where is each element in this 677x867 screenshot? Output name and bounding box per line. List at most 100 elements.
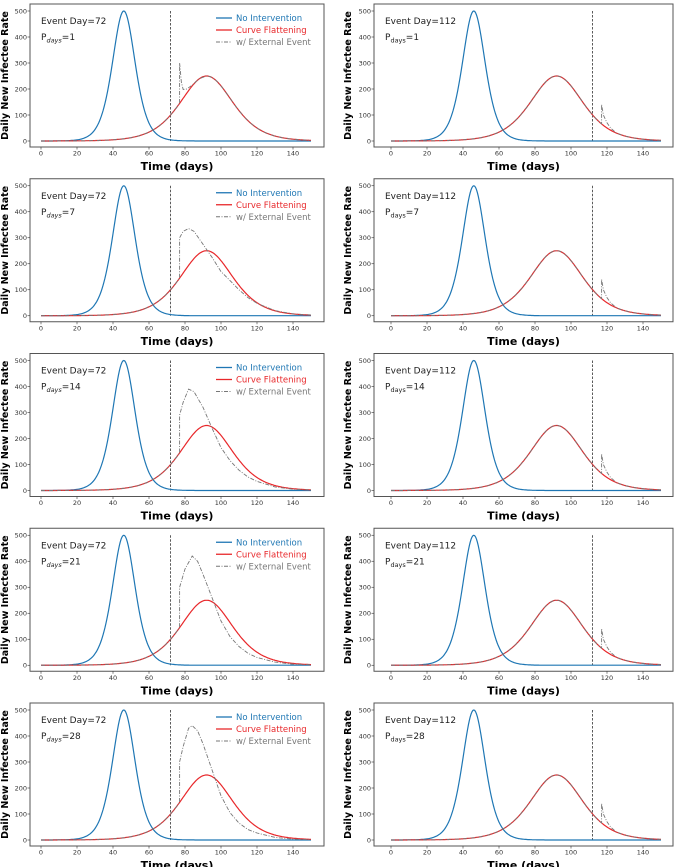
p-value: =14 <box>62 383 81 393</box>
x-tick-label: 60 <box>495 324 503 332</box>
x-tick-label: 140 <box>637 324 649 332</box>
y-tick-label: 0 <box>367 662 371 670</box>
p-days-annotation: Pdays=7 <box>41 208 75 220</box>
x-tick-label: 80 <box>531 849 539 857</box>
x-tick-label: 140 <box>287 674 299 682</box>
y-tick-label: 400 <box>359 208 371 216</box>
external-event-line <box>41 228 312 317</box>
legend-label: w/ External Event <box>236 737 312 747</box>
event-day-annotation: Event Day=112 <box>385 367 456 377</box>
y-tick-label: 100 <box>359 810 371 818</box>
y-tick-label: 300 <box>15 59 27 67</box>
event-day-annotation: Event Day=112 <box>385 192 456 202</box>
y-tick-label: 0 <box>23 662 27 670</box>
y-tick-label: 100 <box>359 636 371 644</box>
y-tick-label: 400 <box>15 208 27 216</box>
p-days-annotation: Pdays=21 <box>385 557 425 569</box>
external-event-line <box>391 250 661 317</box>
x-tick-label: 100 <box>565 674 577 682</box>
p-subscript: days <box>390 211 406 219</box>
y-axis-label: Daily New Infectee Rate <box>343 710 354 839</box>
p-subscript: days <box>390 736 406 744</box>
x-tick-label: 40 <box>459 499 467 507</box>
x-axis-label: Time (days) <box>487 160 560 173</box>
y-axis-label: Daily New Infectee Rate <box>0 186 11 315</box>
x-tick-label: 40 <box>459 324 467 332</box>
x-axis-label: Time (days) <box>487 684 560 697</box>
p-subscript: days <box>390 37 406 45</box>
y-axis-label: Daily New Infectee Rate <box>343 361 354 490</box>
external-event-line <box>41 62 311 142</box>
y-tick-label: 200 <box>15 610 27 618</box>
y-tick-label: 400 <box>359 33 371 41</box>
x-tick-label: 80 <box>181 849 189 857</box>
p-value: =21 <box>406 557 425 567</box>
subplot-2: 0 20 40 60 80 100 120 140 0 100 200 300 400 500 Time (… <box>343 3 674 173</box>
x-tick-label: 80 <box>181 150 189 158</box>
y-tick-label: 300 <box>15 584 27 592</box>
y-tick-label: 200 <box>15 435 27 443</box>
no-intervention-line <box>391 709 661 841</box>
y-axis-label: Daily New Infectee Rate <box>0 710 11 839</box>
legend-label: No Intervention <box>236 364 302 374</box>
x-tick-label: 80 <box>531 674 539 682</box>
x-tick-label: 140 <box>287 150 299 158</box>
x-axis-label: Time (days) <box>487 859 560 867</box>
p-days-annotation: Pdays=7 <box>385 208 419 220</box>
x-tick-label: 40 <box>109 674 117 682</box>
legend: No Intervention Curve Flattening w/ Extern… <box>216 713 312 747</box>
p-symbol: P <box>41 557 47 567</box>
x-tick-label: 120 <box>601 849 613 857</box>
p-value: =28 <box>62 732 81 742</box>
event-day-annotation: Event Day=72 <box>41 17 106 27</box>
x-axis-label: Time (days) <box>141 859 214 867</box>
x-tick-label: 100 <box>215 324 227 332</box>
p-value: =1 <box>406 33 419 43</box>
y-tick-label: 0 <box>23 137 27 145</box>
y-axis-label: Daily New Infectee Rate <box>0 535 11 664</box>
x-tick-label: 20 <box>73 150 81 158</box>
y-tick-label: 300 <box>359 409 371 417</box>
x-tick-label: 140 <box>287 849 299 857</box>
x-tick-label: 140 <box>637 849 649 857</box>
axes-frame <box>373 178 674 323</box>
y-tick-label: 100 <box>15 286 27 294</box>
x-tick-label: 60 <box>495 499 503 507</box>
y-axis-label: Daily New Infectee Rate <box>0 361 11 490</box>
p-symbol: P <box>385 383 391 393</box>
x-tick-label: 20 <box>73 674 81 682</box>
legend-label: Curve Flattening <box>236 26 307 36</box>
y-tick-label: 200 <box>359 784 371 792</box>
y-tick-label: 200 <box>15 85 27 93</box>
y-tick-label: 200 <box>359 610 371 618</box>
subplot-5: 0 20 40 60 80 100 120 140 0 100 200 300 400 500 Time (… <box>0 353 325 523</box>
event-day-annotation: Event Day=72 <box>41 367 106 377</box>
x-axis-label: Time (days) <box>141 510 214 523</box>
subplot-8: 0 20 40 60 80 100 120 140 0 100 200 300 400 500 Time (… <box>343 527 674 697</box>
subplot-4: 0 20 40 60 80 100 120 140 0 100 200 300 400 500 Time (… <box>343 178 674 348</box>
x-tick-label: 140 <box>637 150 649 158</box>
x-tick-label: 0 <box>389 849 393 857</box>
x-tick-label: 0 <box>389 150 393 158</box>
x-tick-label: 0 <box>39 150 43 158</box>
event-day-annotation: Event Day=112 <box>385 541 456 551</box>
x-tick-label: 100 <box>565 324 577 332</box>
y-tick-label: 300 <box>15 409 27 417</box>
event-day-annotation: Event Day=72 <box>41 541 106 551</box>
x-tick-label: 100 <box>215 499 227 507</box>
p-days-annotation: Pdays=1 <box>385 33 419 45</box>
external-event-line <box>391 774 661 841</box>
legend-label: No Intervention <box>236 14 302 24</box>
legend-label: Curve Flattening <box>236 201 307 211</box>
y-tick-label: 300 <box>359 584 371 592</box>
no-intervention-line <box>391 534 661 666</box>
legend: No Intervention Curve Flattening w/ Extern… <box>216 364 312 398</box>
x-tick-label: 100 <box>565 150 577 158</box>
legend-label: No Intervention <box>236 189 302 199</box>
x-tick-label: 0 <box>39 499 43 507</box>
axes-frame <box>29 527 325 672</box>
legend-label: w/ External Event <box>236 388 312 398</box>
p-value: =21 <box>62 557 81 567</box>
y-tick-label: 400 <box>15 732 27 740</box>
p-symbol: P <box>385 33 391 43</box>
